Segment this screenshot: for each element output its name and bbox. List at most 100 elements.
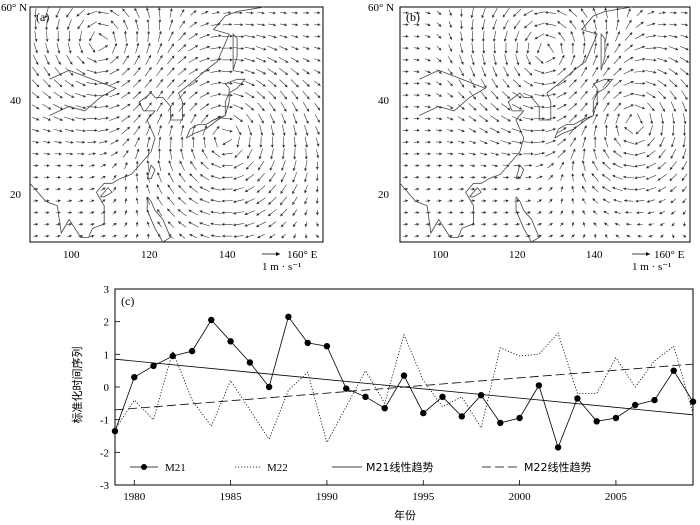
wind-vector	[45, 42, 50, 54]
wind-vector	[582, 42, 586, 54]
wind-vector	[647, 11, 655, 15]
wind-vector	[634, 45, 646, 51]
wind-vector	[42, 91, 52, 99]
wind-vector	[31, 91, 40, 99]
map-a-coastline	[29, 6, 265, 243]
wind-vector	[657, 186, 667, 192]
wind-vector	[571, 173, 575, 182]
wind-vector	[447, 92, 454, 98]
wind-vector	[314, 103, 321, 111]
coastline-segment	[146, 196, 172, 243]
wind-vector	[200, 114, 209, 123]
wind-vector	[124, 222, 128, 227]
wind-vector	[33, 8, 37, 18]
wind-vector	[245, 234, 255, 239]
m21-data-point	[362, 393, 369, 400]
wind-vector	[45, 30, 49, 42]
wind-vector	[302, 102, 310, 112]
wind-vector	[533, 94, 545, 97]
wind-vector	[491, 78, 499, 89]
wind-vector	[66, 211, 72, 215]
wind-vector	[490, 115, 500, 122]
wind-vector	[479, 102, 488, 111]
wind-vector	[75, 105, 87, 110]
wind-vector	[89, 175, 95, 179]
wind-vector	[112, 186, 117, 192]
wind-vector	[247, 148, 253, 159]
wind-vector	[314, 35, 321, 38]
wind-vector	[656, 69, 668, 75]
wind-vector	[202, 125, 208, 136]
wind-vector	[582, 148, 586, 160]
wind-vector	[581, 172, 587, 182]
wind-vector	[468, 103, 477, 111]
wind-vector	[480, 78, 487, 89]
wind-vector	[558, 31, 566, 41]
legend-label-m22: M22	[267, 462, 288, 474]
wind-vector	[167, 90, 175, 100]
wind-vector	[302, 46, 310, 50]
wind-vector	[646, 199, 656, 203]
wind-vector	[122, 138, 130, 147]
wind-vector	[533, 140, 545, 144]
wind-vector	[191, 136, 195, 148]
wind-vector	[436, 175, 442, 179]
wind-vector	[255, 57, 267, 63]
wind-vector	[291, 23, 299, 27]
series-line-2	[114, 332, 694, 444]
wind-vector	[146, 160, 150, 172]
wind-vector	[34, 30, 38, 42]
wind-vector	[177, 79, 187, 88]
wind-vector	[199, 45, 211, 51]
wind-vector	[270, 148, 274, 160]
map-b-lat-tick-60: 60° N	[368, 2, 394, 14]
wind-vector	[614, 222, 621, 226]
m21-data-point	[246, 359, 254, 366]
wind-vector	[548, 186, 553, 192]
wind-vector	[413, 34, 420, 38]
wind-vector	[244, 58, 256, 63]
wind-vector	[314, 11, 321, 15]
wind-vector	[623, 104, 634, 110]
wind-vector	[135, 221, 139, 228]
wind-vector	[212, 11, 220, 14]
map-a-panel-label: (a)	[36, 10, 49, 24]
wind-vector	[293, 148, 297, 160]
wind-vector	[413, 70, 420, 74]
wind-vector	[304, 221, 308, 227]
wind-vector	[134, 54, 140, 65]
wind-vector	[424, 105, 431, 109]
wind-vector	[668, 68, 678, 75]
wind-vector	[580, 113, 588, 124]
wind-vector	[87, 140, 97, 144]
wind-vector	[636, 211, 644, 215]
y-axis-label: 标准化时间序列	[70, 347, 84, 424]
wind-vector	[135, 30, 139, 42]
wind-vector	[302, 35, 310, 38]
wind-vector	[156, 67, 164, 77]
x-tick-label: 1980	[123, 491, 146, 503]
wind-vector	[502, 8, 510, 18]
wind-vector	[78, 30, 82, 42]
wind-vector	[188, 185, 198, 193]
legend-item-m21-trend: M21线性趋势	[332, 460, 434, 474]
wind-vector	[179, 160, 185, 171]
wind-vector	[625, 113, 632, 124]
wind-vector	[135, 197, 139, 205]
wind-vector	[582, 221, 586, 227]
wind-vector	[259, 136, 263, 148]
wind-vector	[534, 69, 545, 74]
wind-vector	[199, 92, 210, 99]
wind-vector	[221, 70, 233, 74]
wind-vector	[244, 80, 255, 86]
wind-vector	[233, 104, 244, 110]
wind-vector	[557, 21, 567, 29]
wind-vector	[304, 125, 309, 136]
wind-vector	[314, 69, 321, 74]
wind-vector	[570, 148, 576, 160]
wind-vector	[503, 199, 509, 203]
coastline-segment	[399, 6, 633, 238]
wind-vector	[413, 93, 420, 97]
wind-vector	[560, 173, 564, 181]
